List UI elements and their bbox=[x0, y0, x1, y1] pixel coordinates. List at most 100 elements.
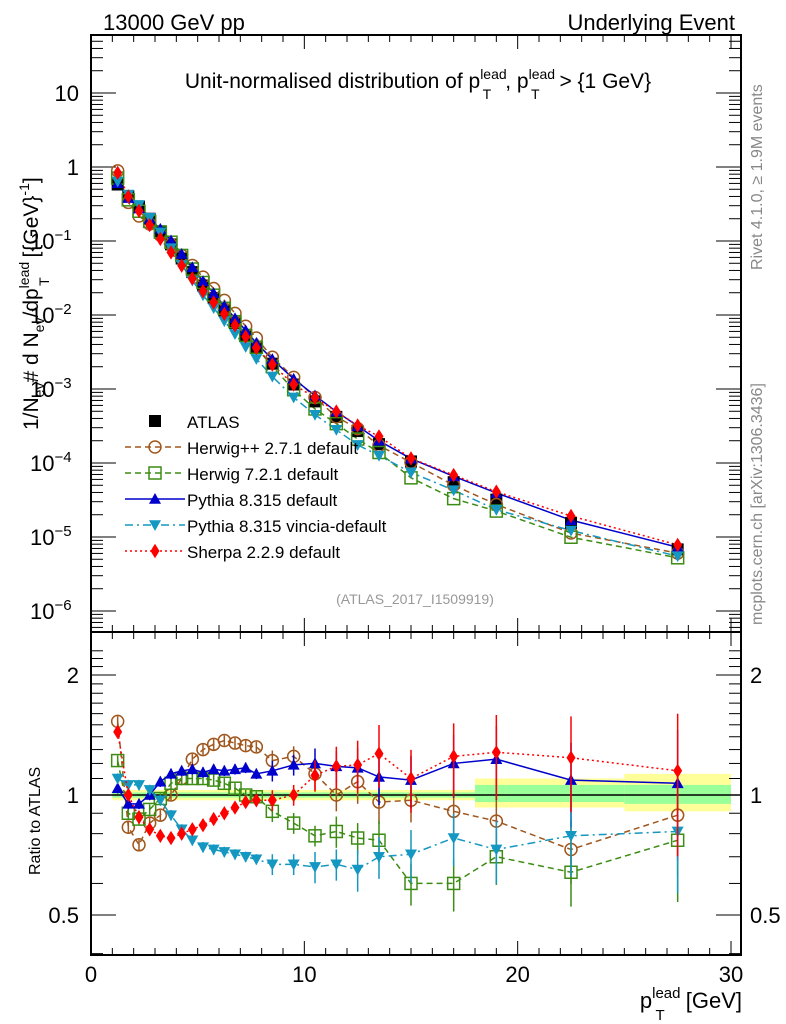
title-post: > {1 GeV} bbox=[554, 70, 652, 93]
main-point-4 bbox=[374, 429, 384, 444]
main-point-4 bbox=[209, 295, 219, 310]
ratio-point-3 bbox=[154, 795, 167, 807]
ratio-point-3 bbox=[186, 835, 199, 847]
ratio-point-0 bbox=[238, 738, 253, 753]
ratio-point-2 bbox=[287, 758, 300, 770]
main-point-4 bbox=[289, 377, 299, 392]
main-point-4 bbox=[198, 283, 208, 299]
main-point-2 bbox=[186, 261, 199, 273]
ratio-point-1 bbox=[110, 753, 125, 768]
title-sub2: T bbox=[531, 86, 540, 102]
ratio-point-4 bbox=[353, 757, 363, 773]
title-sup2: lead bbox=[529, 66, 555, 82]
main-point-4 bbox=[251, 340, 261, 356]
ylabel-c-sup: lead bbox=[16, 262, 32, 288]
ratio-point-3 bbox=[266, 859, 279, 871]
title-pre: Unit-normalised distribution of p bbox=[185, 70, 480, 93]
y-tick-label: 10−2 bbox=[30, 301, 72, 328]
header-left: 13000 GeV pp bbox=[103, 10, 245, 35]
main-point-3 bbox=[405, 467, 417, 479]
ylabel-b: # d N bbox=[20, 332, 43, 382]
ratio-point-2 bbox=[122, 797, 135, 809]
ratio-panel: 0 10 20 30 0.5 0.5 1 1 2 2 bbox=[48, 631, 781, 987]
main-panel: 10 1 10−1 10−2 10−3 10−4 10−5 10−6 bbox=[30, 34, 742, 955]
ratio-point-3 bbox=[133, 780, 145, 791]
ratio-point-0 bbox=[121, 820, 136, 835]
ylabel-d: [{GeV} bbox=[20, 196, 43, 264]
ylabel-a: 1/N bbox=[20, 397, 43, 430]
ratio-point-3 bbox=[122, 780, 135, 791]
ratio-point-4 bbox=[241, 794, 251, 810]
main-point-4 bbox=[113, 165, 123, 180]
main-point-4 bbox=[406, 451, 416, 466]
ratio-point-2 bbox=[218, 764, 231, 776]
main-point-4 bbox=[267, 357, 277, 372]
ratio-point-2 bbox=[165, 767, 177, 779]
ratio-point-4 bbox=[331, 759, 341, 774]
ratio-point-3 bbox=[309, 862, 321, 873]
y-tick-label: 10−6 bbox=[30, 597, 72, 624]
ratio-point-1 bbox=[286, 816, 301, 830]
main-point-3 bbox=[287, 392, 300, 404]
ratio-point-4 bbox=[113, 724, 123, 740]
main-point-3 bbox=[330, 424, 343, 436]
ratio-point-4 bbox=[134, 809, 144, 825]
main-point-3 bbox=[490, 504, 503, 516]
ratio-point-3 bbox=[490, 844, 503, 856]
ratio-point-2 bbox=[133, 797, 145, 809]
ratio-point-4 bbox=[187, 822, 197, 837]
ratio-point-3 bbox=[250, 854, 263, 866]
xlabel-sup: lead bbox=[652, 985, 680, 1002]
legend-marker bbox=[148, 466, 162, 480]
ratio-point-0 bbox=[196, 742, 210, 757]
main-point-3 bbox=[447, 485, 460, 497]
main-point-4 bbox=[449, 467, 459, 483]
legend-marker bbox=[149, 415, 161, 427]
y-tick-label: 10 bbox=[55, 81, 79, 106]
header-right: Underlying Event bbox=[567, 10, 735, 35]
main-point-4 bbox=[123, 189, 133, 204]
ratio-point-4 bbox=[673, 763, 683, 779]
main-point-4 bbox=[310, 390, 320, 405]
ratio-point-3 bbox=[218, 847, 231, 858]
ratio-point-4 bbox=[209, 811, 219, 827]
main-point-4 bbox=[353, 418, 363, 433]
main-point-4 bbox=[331, 404, 341, 419]
ratio-point-4 bbox=[123, 787, 133, 803]
ratio-point-4 bbox=[166, 830, 176, 846]
analysis-annotation: (ATLAS_2017_I1509919) bbox=[336, 591, 494, 607]
ratio-point-1 bbox=[446, 876, 461, 891]
mcplots-label: mcplots.cern.ch [arXiv:1306.3436] bbox=[749, 383, 766, 625]
y-tick-label: 1 bbox=[67, 155, 79, 180]
ylabel-c-sub: T bbox=[36, 277, 52, 286]
main-point-3 bbox=[218, 316, 231, 328]
ratio-point-3 bbox=[287, 859, 300, 871]
ratio-point-3 bbox=[143, 785, 156, 796]
ratio-point-3 bbox=[447, 833, 460, 845]
ratio-point-1 bbox=[329, 824, 344, 839]
legend: ATLAS Herwig++ 2.7.1 default Herwig 7.2.1 … bbox=[125, 413, 387, 562]
ratio-point-1 bbox=[228, 781, 242, 795]
ratio-point-4 bbox=[145, 822, 155, 837]
ratio-point-2 bbox=[229, 763, 241, 775]
ratio-y-tick-label: 0.5 bbox=[48, 903, 79, 928]
main-point-3 bbox=[373, 450, 385, 462]
ratio-point-2 bbox=[186, 763, 199, 775]
x-tick-label: 30 bbox=[719, 962, 743, 987]
main-point-3 bbox=[565, 525, 577, 537]
x-tick-label: 0 bbox=[85, 962, 97, 987]
ratio-point-3 bbox=[405, 849, 417, 861]
ratio-point-3 bbox=[330, 859, 343, 871]
ratio-point-3 bbox=[197, 842, 209, 854]
x-tick-label: 20 bbox=[505, 962, 529, 987]
ratio-point-0 bbox=[249, 740, 264, 754]
main-point-4 bbox=[241, 329, 251, 344]
ratio-point-4 bbox=[177, 826, 187, 841]
ratio-y-tick-label: 1 bbox=[67, 783, 79, 808]
ratio-point-3 bbox=[165, 810, 177, 822]
ratio-point-4 bbox=[267, 793, 277, 808]
ylabel-d-sup: -1 bbox=[16, 183, 32, 196]
main-point-3 bbox=[266, 371, 279, 383]
main-point-4 bbox=[134, 203, 144, 219]
